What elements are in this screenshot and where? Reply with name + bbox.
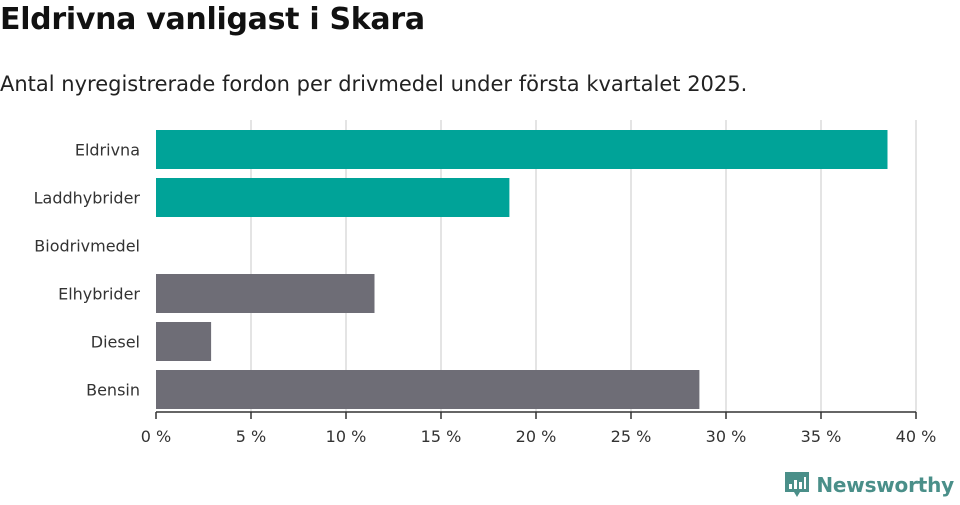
x-tick-label: 5 % [236,427,266,446]
x-axis: 0 % 5 % 10 % 15 % 20 % 25 % 30 % 35 % 40 % [141,411,937,446]
bar-bensin [156,370,700,409]
brand-name: Newsworthy [816,473,954,497]
category-label: Laddhybrider [34,189,141,208]
bar-eldrivna [156,130,888,169]
category-label: Biodrivmedel [34,237,140,256]
category-label: Elhybrider [58,285,140,304]
x-tick-label: 25 % [611,427,652,446]
x-tick-label: 20 % [516,427,557,446]
bar-diesel [156,322,212,361]
x-tick-label: 10 % [326,427,367,446]
category-label: Diesel [91,333,140,352]
chart-subtitle: Antal nyregistrerade fordon per drivmede… [0,72,748,96]
x-tick-label: 30 % [706,427,747,446]
x-tick-label: 0 % [141,427,171,446]
bar-laddhybrider [156,178,510,217]
x-tick-label: 35 % [801,427,842,446]
newsworthy-logo-icon [785,472,810,497]
category-labels: Eldrivna Laddhybrider Biodrivmedel Elhybrid… [34,141,141,400]
x-tick-label: 40 % [896,427,937,446]
chart-title: Eldrivna vanligast i Skara [0,2,425,37]
brand-logo[interactable]: Newsworthy [784,471,954,499]
x-tick-label: 15 % [421,427,462,446]
bars [156,130,888,409]
category-label: Bensin [86,381,140,400]
bar-elhybrider [156,274,375,313]
category-label: Eldrivna [75,141,140,160]
